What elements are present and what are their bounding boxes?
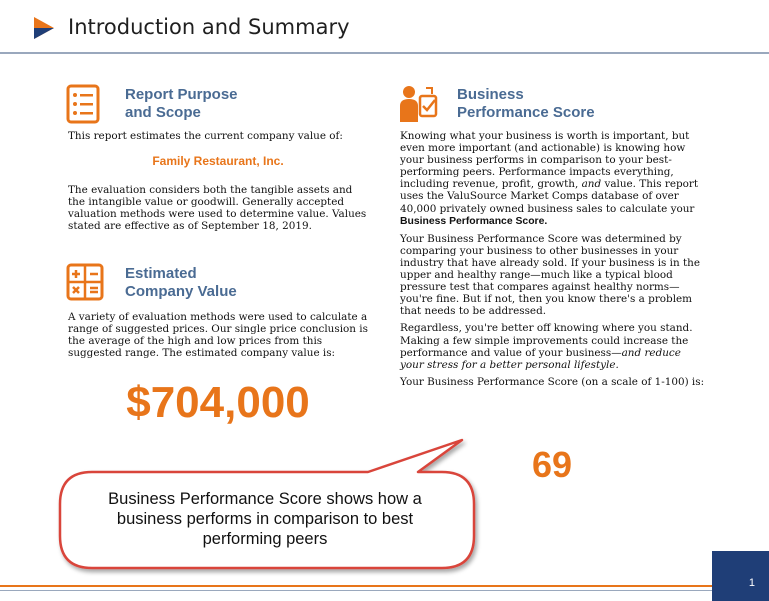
report-purpose-body: The evaluation considers both the tangib… (68, 184, 367, 233)
report-purpose-title-line2: and Scope (125, 104, 201, 121)
business-performance-body: Knowing what your business is worth is i… (400, 130, 705, 393)
footer-orange-rule (0, 585, 712, 587)
estimated-company-value: $704,000 (126, 378, 310, 427)
estimated-value-title-line1: Estimated (125, 265, 197, 282)
report-purpose-title-line1: Report Purpose (125, 86, 238, 103)
page-header: Introduction and Summary (0, 0, 769, 52)
page-title: Introduction and Summary (68, 15, 350, 39)
estimated-value-body: A variety of evaluation methods were use… (68, 311, 368, 360)
bp-p1-text-b: value. This report uses the ValuSource M… (400, 178, 699, 215)
business-performance-paragraph-1: Knowing what your business is worth is i… (400, 130, 705, 228)
bp-p3-italic: and reduce your stress for a better pers… (400, 346, 681, 371)
logo-icon (34, 17, 54, 39)
business-performance-paragraph-2: Your Business Performance Score was dete… (400, 232, 701, 318)
company-name: Family Restaurant, Inc. (152, 154, 284, 168)
report-document-icon (66, 84, 100, 124)
business-performance-paragraph-3: Regardless, you're better off knowing wh… (400, 322, 705, 370)
business-performance-title-line1: Business (457, 86, 524, 103)
bp-p1-bold: Business Performance Score. (400, 215, 548, 227)
business-performance-paragraph-4: Your Business Performance Score (on a sc… (400, 375, 705, 388)
estimated-value-title: Estimated Company Value (125, 265, 237, 301)
header-divider (0, 52, 769, 54)
business-performance-title: Business Performance Score (457, 86, 595, 122)
bp-p1-text-a: Knowing what your business is worth is i… (400, 130, 690, 191)
bp-p3-text-a: Regardless, you're better off knowing wh… (400, 322, 693, 359)
report-purpose-intro: This report estimates the current compan… (68, 130, 343, 142)
page-number: 1 (748, 577, 755, 589)
bp-p1-italic-and: and (581, 178, 602, 191)
estimated-value-title-line2: Company Value (125, 283, 237, 300)
callout-text: Business Performance Score shows how a b… (108, 490, 422, 548)
business-performance-score: 69 (531, 444, 573, 485)
calculator-icon (66, 263, 104, 301)
business-performance-title-line2: Performance Score (457, 104, 595, 121)
page-number-box: 1 (712, 551, 769, 601)
footer-blue-rule (0, 590, 712, 591)
business-performance-icon (400, 86, 438, 122)
report-purpose-title: Report Purpose and Scope (125, 86, 238, 122)
